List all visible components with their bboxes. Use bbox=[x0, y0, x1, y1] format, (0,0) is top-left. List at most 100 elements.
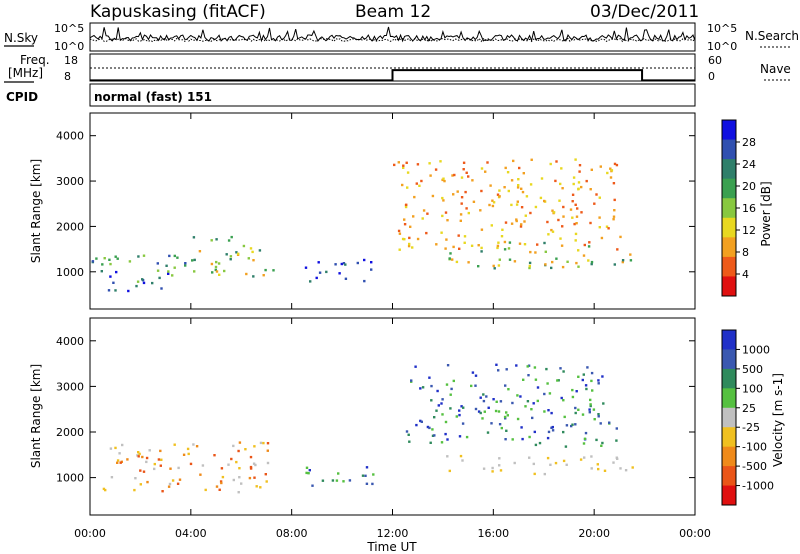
range-cell bbox=[590, 455, 593, 458]
range-cell bbox=[340, 262, 343, 266]
range-cell bbox=[153, 467, 156, 471]
range-cell bbox=[491, 466, 494, 470]
colorbar-swatch bbox=[722, 407, 736, 428]
range-cell bbox=[232, 444, 235, 448]
range-cell bbox=[549, 463, 552, 466]
range-cell bbox=[361, 474, 365, 477]
range-cell bbox=[138, 452, 141, 456]
power-panel-frame bbox=[89, 112, 696, 310]
range-cell bbox=[403, 223, 407, 226]
range-cell bbox=[492, 201, 496, 204]
range-cell bbox=[252, 275, 255, 278]
range-cell bbox=[510, 179, 514, 182]
range-cell bbox=[601, 375, 604, 378]
range-cell bbox=[193, 270, 196, 273]
range-cell bbox=[159, 464, 162, 467]
range-cell bbox=[416, 163, 420, 166]
range-cell bbox=[621, 260, 624, 264]
range-cell bbox=[523, 220, 526, 223]
range-cell bbox=[470, 244, 474, 247]
nsearch-trace bbox=[89, 37, 696, 43]
range-cell bbox=[364, 474, 367, 477]
range-cell bbox=[530, 408, 533, 411]
range-cell bbox=[521, 437, 524, 441]
range-cell bbox=[317, 261, 320, 264]
range-cell bbox=[536, 386, 540, 389]
range-cell bbox=[474, 407, 478, 411]
range-cell bbox=[148, 449, 151, 452]
range-cell bbox=[546, 382, 549, 385]
range-cell bbox=[444, 211, 448, 214]
range-cell bbox=[588, 411, 591, 414]
range-cell bbox=[500, 426, 503, 430]
range-cell bbox=[95, 257, 98, 260]
range-cell bbox=[305, 471, 308, 475]
range-cell bbox=[253, 445, 256, 448]
range-cell bbox=[543, 410, 546, 413]
range-cell bbox=[528, 266, 531, 270]
range-cell bbox=[557, 379, 560, 382]
range-cell bbox=[498, 464, 501, 467]
range-cell bbox=[451, 258, 454, 261]
range-cell bbox=[508, 258, 512, 261]
colorbar-swatch bbox=[722, 485, 736, 506]
velocity-ylabel: Slant Range [km] bbox=[29, 364, 43, 468]
range-cell bbox=[629, 259, 633, 262]
range-cell bbox=[110, 476, 114, 479]
range-cell bbox=[550, 426, 553, 429]
velocity-yaxis: 4000 3000 2000 1000 bbox=[56, 335, 695, 485]
range-cell bbox=[557, 218, 560, 222]
range-cell bbox=[559, 237, 562, 240]
range-cell bbox=[544, 250, 547, 253]
range-cell bbox=[398, 232, 402, 235]
range-cell bbox=[451, 174, 454, 177]
range-cell bbox=[605, 225, 609, 228]
range-cell bbox=[515, 203, 519, 206]
range-cell bbox=[547, 233, 550, 236]
range-cell bbox=[543, 472, 546, 476]
range-cell bbox=[550, 228, 553, 232]
range-cell bbox=[249, 455, 253, 459]
range-cell bbox=[153, 462, 156, 466]
range-cell bbox=[103, 257, 106, 260]
range-cell bbox=[539, 196, 543, 200]
range-cell bbox=[195, 445, 199, 448]
colorbar-swatch bbox=[722, 446, 736, 467]
range-cell bbox=[459, 219, 462, 222]
range-cell bbox=[449, 407, 452, 410]
range-cell bbox=[116, 461, 119, 464]
range-cell bbox=[589, 404, 592, 408]
range-cell bbox=[578, 170, 581, 173]
range-cell bbox=[137, 255, 140, 258]
velocity-colorbar: 1000 500 100 25 -25 -100 -500 -1000 bbox=[721, 329, 774, 506]
range-cell bbox=[505, 411, 508, 414]
range-cell bbox=[507, 247, 511, 250]
range-cell bbox=[615, 163, 619, 167]
range-cell bbox=[477, 265, 480, 268]
range-cell bbox=[408, 440, 411, 443]
range-cell bbox=[564, 445, 568, 448]
range-cell bbox=[458, 413, 461, 417]
colorbar-swatch bbox=[722, 256, 736, 277]
range-cell bbox=[519, 225, 523, 228]
range-cell bbox=[504, 384, 507, 387]
velocity-panel-frame bbox=[89, 317, 696, 516]
range-cell bbox=[457, 234, 460, 237]
range-cell bbox=[429, 174, 432, 177]
xtick-label: 00:00 bbox=[679, 527, 711, 540]
range-cell bbox=[536, 399, 539, 403]
freq-label: Freq. bbox=[20, 53, 50, 67]
range-cell bbox=[566, 260, 569, 263]
range-cell bbox=[520, 206, 524, 209]
range-cell bbox=[506, 171, 510, 174]
colorbar-swatch bbox=[722, 159, 736, 180]
colorbar-tick-label: -500 bbox=[742, 460, 767, 473]
range-cell bbox=[342, 262, 346, 265]
range-cell bbox=[575, 261, 578, 265]
range-cell bbox=[136, 280, 140, 283]
range-cell bbox=[510, 203, 513, 207]
range-cell bbox=[603, 469, 607, 472]
range-cell bbox=[135, 284, 138, 288]
range-cell bbox=[589, 398, 592, 402]
